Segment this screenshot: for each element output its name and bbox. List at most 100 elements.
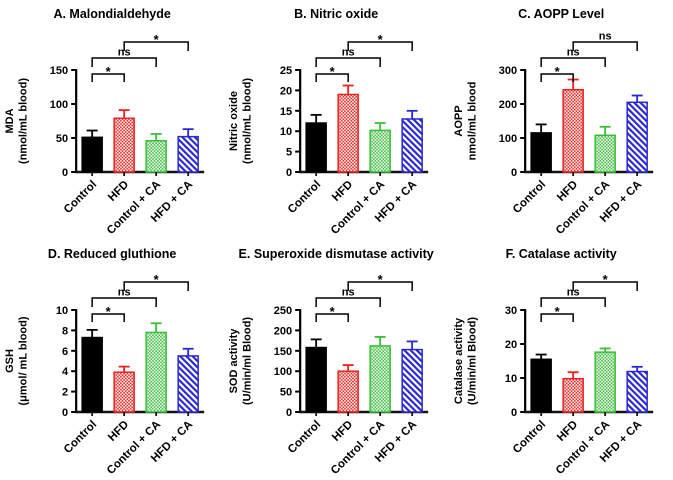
significance-label: * [154,272,160,287]
y-tick-label: 150 [274,346,292,358]
bar-hfd-ca [626,370,648,413]
y-axis-label: (U/min/ml Blood) [242,317,254,405]
significance-label: ns [342,47,355,59]
bar-control [530,132,552,173]
significance-bracket [91,73,125,82]
bar-control-ca [369,129,392,173]
significance-label: * [554,64,560,79]
significance-label: * [106,64,112,79]
significance-bracket [315,73,350,82]
y-tick-label: 10 [56,305,68,317]
significance-label: * [602,272,608,287]
significance-bracket [123,41,189,51]
y-axis-label: (U/min/ml Blood) [466,317,478,405]
bar-hfd [337,370,360,413]
y-tick-label: 25 [280,65,292,77]
y-tick-label: 100 [50,99,68,111]
bar-control-ca [369,345,392,413]
y-axis-label: (nmol/mL blood) [242,78,254,164]
y-axis-label: (μmol/ mL blood) [18,316,30,405]
significance-bracket [315,57,382,67]
panel-a: 0 50 100 150 MDA (nmol/mL blood) Control HFD Con… [0,0,224,240]
panel-e: 0 50 100 150 200 250 SOD activity (U/min/ml Blo… [224,240,448,480]
y-tick-label: 8 [62,325,68,337]
bar-control [305,122,328,173]
panel-b: 0 5 10 15 20 25 Nitric oxide (nmol/mL blood) Con… [224,0,448,240]
significance-label: * [378,32,384,47]
y-axis-label: nmol/mL blood [466,82,478,161]
chart-title: A. Malondialdehyde [53,7,170,21]
chart-title: F. Catalase activity [505,247,616,261]
bar-control [305,346,328,413]
bar-control [81,336,103,413]
bar-hfd-ca [177,355,199,413]
y-tick-label: 100 [274,366,292,378]
y-tick-label: 200 [498,99,516,111]
y-tick-label: 200 [274,325,292,337]
y-tick-label: 10 [280,126,292,138]
significance-label: ns [342,287,355,299]
y-tick-label: 0 [511,407,517,419]
significance-bracket [572,41,638,51]
y-tick-label: 5 [286,147,292,159]
y-tick-label: 30 [505,305,517,317]
significance-bracket [315,297,382,307]
bar-control-ca [145,139,167,173]
chart-title: E. Superoxide dismutase activity [239,247,434,261]
bar-control [530,358,552,413]
bar-control-ca [594,134,616,173]
panel-c: 0 100 200 300 AOPP nmol/mL blood Control HFD Con… [449,0,673,240]
x-category-label: Control [62,419,99,456]
significance-bracket [540,73,574,82]
y-tick-label: 50 [280,387,292,399]
significance-bracket [572,281,638,291]
y-axis-label: Catalase activity [453,317,465,404]
bar-hfd-ca [401,118,424,173]
significance-label: ns [598,31,611,43]
significance-bracket [315,313,350,322]
y-tick-label: 0 [286,407,292,419]
x-category-label: Control [286,179,323,216]
x-category-label: Control [511,419,548,456]
y-tick-label: 0 [62,167,68,179]
bar-hfd-ca [401,348,424,413]
y-tick-label: 15 [280,106,292,118]
x-category-label: HFD [106,419,131,444]
y-axis-label: (nmol/mL blood) [18,78,30,164]
significance-label: ns [118,287,131,299]
y-tick-label: 20 [505,339,517,351]
x-category-label: HFD [555,179,580,204]
y-axis-label: MDA [4,108,16,133]
significance-label: * [154,32,160,47]
y-tick-label: 0 [511,167,517,179]
panel-d: 0 2 4 6 8 10 GSH (μmol/ mL blood) Control HFD Cont… [0,240,224,480]
y-axis-label: SOD activity [228,328,240,394]
significance-label: * [378,272,384,287]
significance-label: * [330,304,336,319]
significance-bracket [347,41,414,51]
bar-hfd [113,117,135,173]
y-tick-label: 300 [498,65,516,77]
y-tick-label: 2 [62,387,68,399]
x-category-label: HFD [330,179,355,204]
bar-hfd [562,377,584,413]
y-axis-label: GSH [4,349,16,373]
x-category-label: HFD [555,419,580,444]
x-category-label: Control [62,179,99,216]
bar-hfd [562,88,584,173]
significance-bracket [91,313,125,322]
chart-nitric-oxide: 0 5 10 15 20 25 Nitric oxide (nmol/mL blood) Con… [228,7,429,237]
significance-label: * [330,64,336,79]
chart-title: D. Reduced gluthione [48,247,177,261]
significance-bracket [540,57,606,67]
bar-hfd-ca [177,135,199,173]
y-tick-label: 6 [62,346,68,358]
y-tick-label: 0 [286,167,292,179]
significance-label: ns [566,47,579,59]
y-tick-label: 4 [62,366,69,378]
x-category-label: Control [511,179,548,216]
significance-bracket [123,281,189,291]
y-tick-label: 10 [505,373,517,385]
